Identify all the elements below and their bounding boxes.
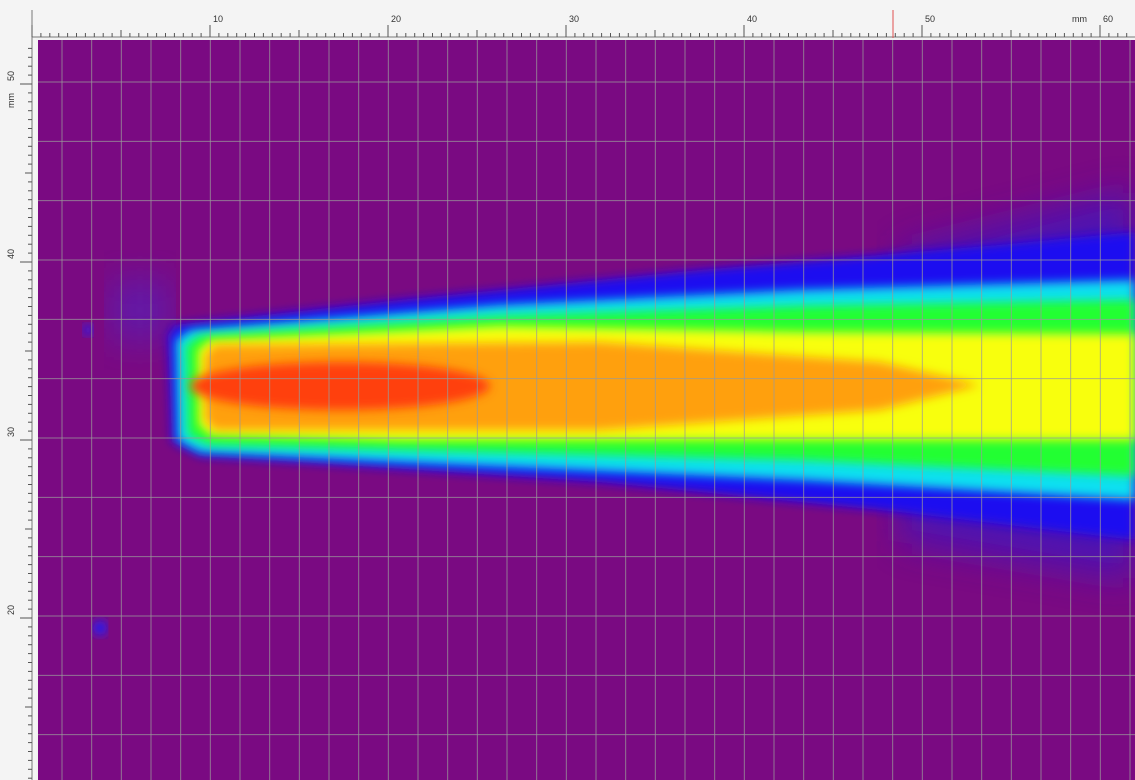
- unit-label: mm: [6, 93, 16, 108]
- top-ruler-label: 50: [925, 14, 935, 24]
- unit-label: mm: [1072, 14, 1087, 24]
- top-ruler-label: 10: [213, 14, 223, 24]
- top-ruler-label: 20: [391, 14, 401, 24]
- spot: [93, 621, 107, 635]
- left-ruler-label: 20: [6, 605, 16, 615]
- left-ruler-label: 30: [6, 427, 16, 437]
- top-ruler-label: 60: [1103, 14, 1113, 24]
- left-ruler-label: 50: [6, 71, 16, 81]
- left-ruler-label: 40: [6, 249, 16, 259]
- top-ruler-label: 40: [747, 14, 757, 24]
- image-view: mm mm 10 20 30 40 50 60 50 40 30 20: [0, 0, 1135, 780]
- haze: [110, 280, 170, 340]
- plume-red: [190, 362, 490, 410]
- heatmap: [38, 40, 1135, 780]
- top-ruler: [0, 0, 1135, 38]
- top-ruler-label: 30: [569, 14, 579, 24]
- left-ruler: [0, 38, 36, 780]
